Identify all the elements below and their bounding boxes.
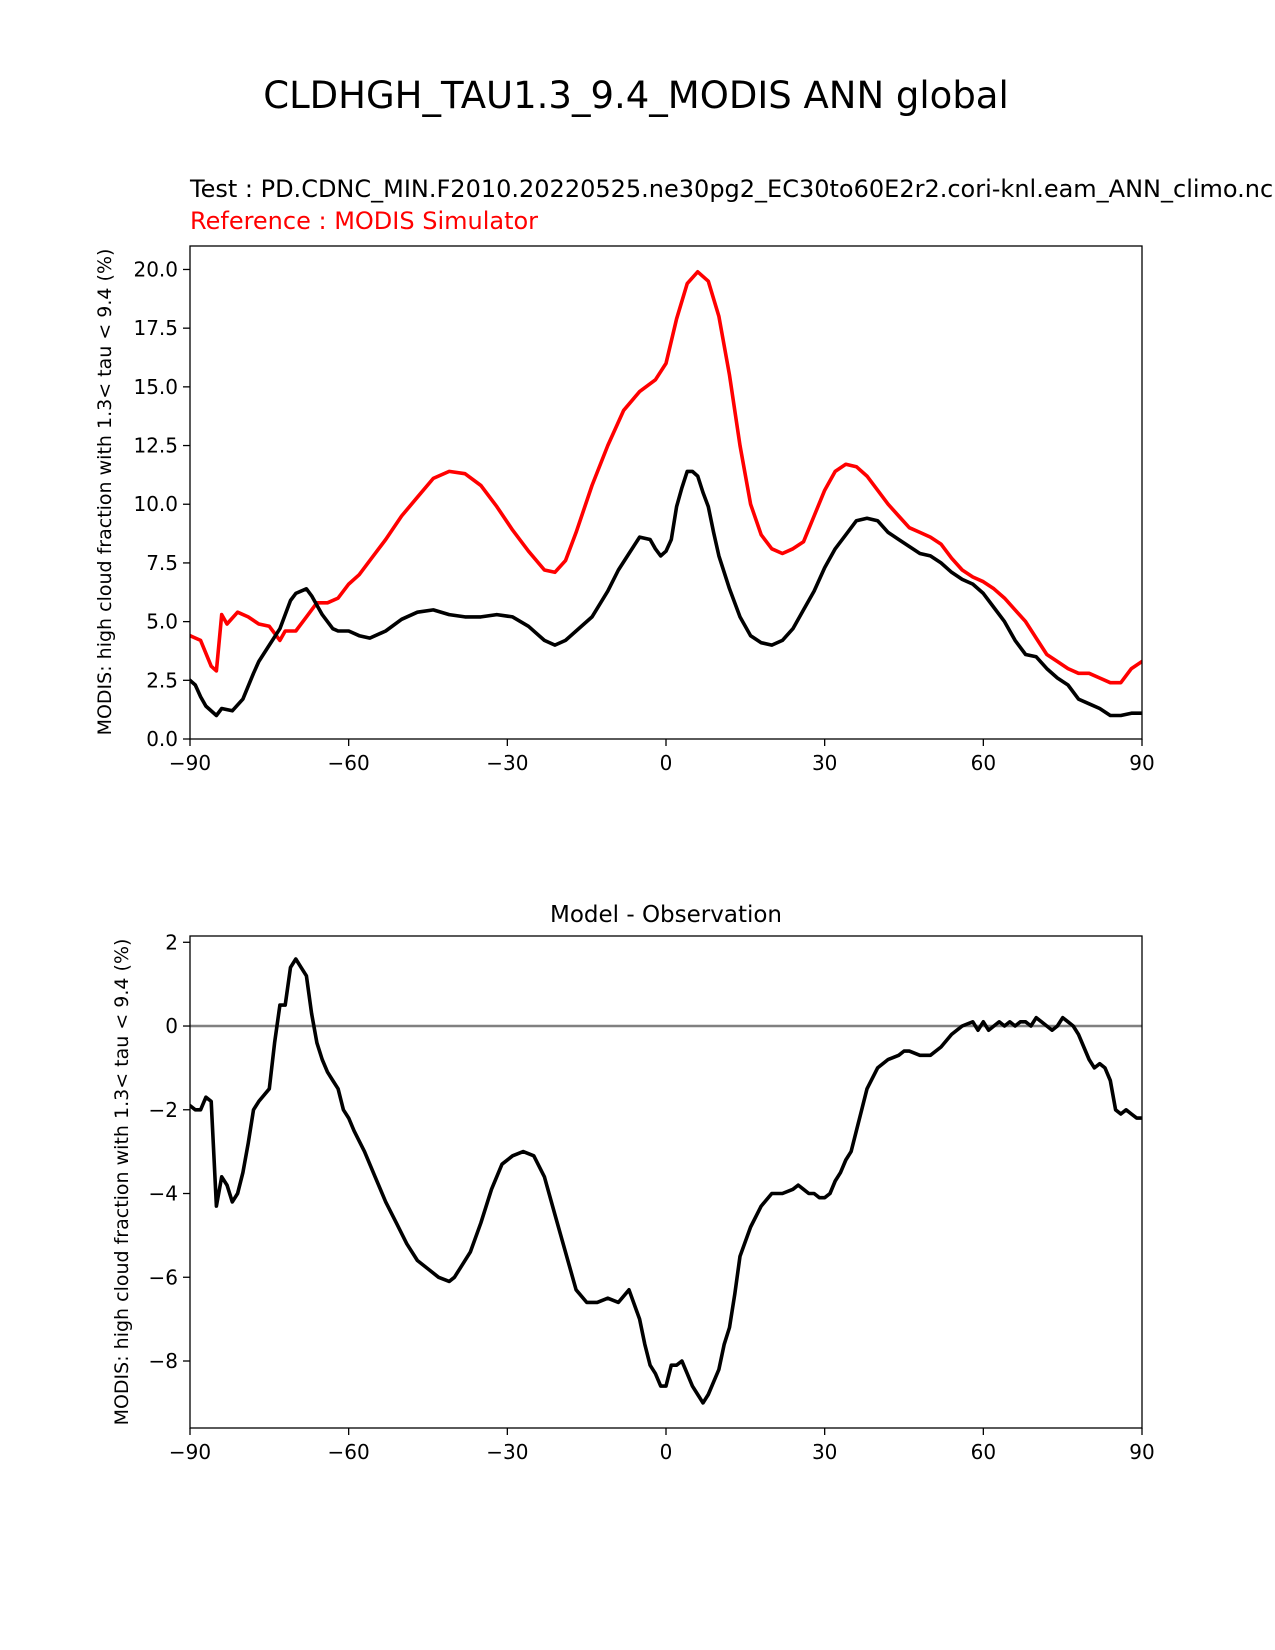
panel-top: Test : PD.CDNC_MIN.F2010.20220525.ne30pg… [94, 175, 1273, 775]
panel-top-ytick-label: 20.0 [133, 257, 178, 281]
panel-bottom-xtick-label: −30 [486, 1440, 528, 1464]
panel-bottom-series-line-0 [190, 957, 1142, 1405]
panel-top-reference-title: Reference : MODIS Simulator [190, 207, 538, 235]
panel-top-ytick-label: 2.5 [146, 668, 178, 692]
panel-top-ylabel: MODIS: high cloud fraction with 1.3< tau… [94, 249, 116, 736]
panel-bottom-xtick-label: 0 [660, 1440, 673, 1464]
panel-bottom-xtick-label: −90 [169, 1440, 211, 1464]
panel-bottom-xtick-label: 30 [812, 1440, 837, 1464]
panel-bottom-ytick-label: −4 [149, 1182, 178, 1206]
panel-bottom-ytick-label: 2 [165, 930, 178, 954]
panel-top-xtick-label: 30 [812, 751, 837, 775]
panel-top-xtick-label: −90 [169, 751, 211, 775]
panel-bottom-ytick-label: −2 [149, 1098, 178, 1122]
panel-top-ytick-label: 0.0 [146, 727, 178, 751]
panel-top-ytick-label: 15.0 [133, 375, 178, 399]
panel-bottom-ytick-label: −8 [149, 1349, 178, 1373]
figure-suptitle: CLDHGH_TAU1.3_9.4_MODIS ANN global [263, 74, 1009, 117]
panel-bottom-ticks: −90 −60 −30 0 30 60 90 −8 −6 −4 −2 0 2 [149, 930, 1155, 1464]
panel-bottom-frame [189, 935, 1143, 1429]
panel-bottom: Model - Observation −90 −60 −30 0 30 60 90−8−6… [111, 902, 1155, 1464]
panel-top-xtick-label: −30 [486, 751, 528, 775]
panel-bottom-title: Model - Observation [550, 902, 782, 928]
panel-top-ytick-label: 10.0 [133, 492, 178, 516]
panel-bottom-ytick-label: −6 [149, 1265, 178, 1289]
panel-top-frame [189, 245, 1143, 740]
panel-top-ticks: −90 −60 −30 0 30 60 90 0.0 2.5 5.0 7.5 10.0 12.5 15.0… [133, 257, 1154, 775]
panel-top-ytick-label: 5.0 [146, 610, 178, 634]
panel-top-xtick-label: −60 [328, 751, 370, 775]
panel-bottom-xtick-label: 90 [1129, 1440, 1154, 1464]
panel-top-series [190, 269, 1142, 718]
panel-top-test-title: Test : PD.CDNC_MIN.F2010.20220525.ne30pg… [189, 175, 1273, 203]
panel-bottom-ylabel: MODIS: high cloud fraction with 1.3< tau… [111, 939, 133, 1426]
panel-bottom-series [190, 957, 1142, 1405]
panel-top-xtick-label: 90 [1129, 751, 1154, 775]
panel-bottom-xtick-label: 60 [971, 1440, 996, 1464]
panel-top-ytick-label: 7.5 [146, 551, 178, 575]
panel-top-ytick-label: 12.5 [133, 434, 178, 458]
panel-bottom-ytick-label: 0 [165, 1014, 178, 1038]
panel-top-xtick-label: 0 [660, 751, 673, 775]
panel-top-ytick-label: 17.5 [133, 316, 178, 340]
panel-bottom-xtick-label: −60 [328, 1440, 370, 1464]
panel-top-series-line-1 [190, 469, 1142, 718]
panel-top-xtick-label: 60 [971, 751, 996, 775]
